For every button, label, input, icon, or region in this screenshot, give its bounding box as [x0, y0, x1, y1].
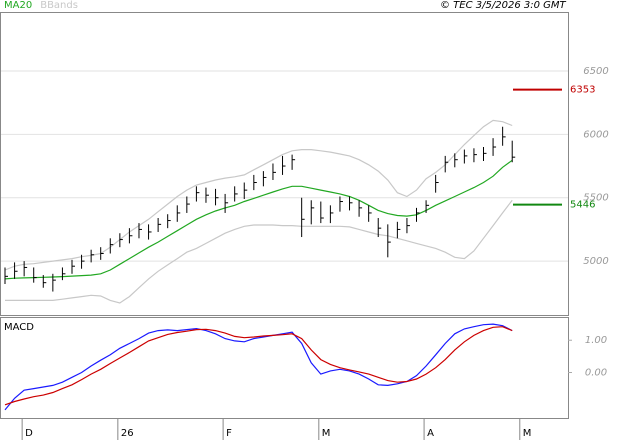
x-tick-label: 26	[121, 428, 134, 439]
x-tick-label: A	[427, 428, 434, 439]
source: © TEC 3/5/2026 3:0 GMT	[440, 0, 567, 11]
band-upper	[4, 119, 513, 271]
legend-entry: MA20	[4, 0, 32, 11]
y-tick-label: 6500	[583, 66, 608, 77]
x-tick-label: M	[322, 428, 331, 439]
macd-panel	[0, 317, 569, 419]
y-tick-label: 5500	[583, 193, 608, 204]
x-tick-label: M	[523, 428, 532, 439]
macd-line	[4, 323, 513, 411]
band-lower	[5, 199, 513, 304]
level-label: 6353	[570, 85, 595, 96]
macd-title: MACD	[4, 322, 34, 333]
ma-line	[4, 159, 513, 280]
x-tick-label: F	[226, 428, 232, 439]
x-tick-label: D	[25, 428, 33, 439]
legend-entry: BBands	[40, 0, 78, 11]
y-tick-label: 5000	[583, 256, 608, 267]
y-tick-label: 1.00	[585, 335, 607, 346]
macd-line	[4, 326, 513, 406]
price-panel	[0, 12, 569, 316]
level-label: 5446	[570, 200, 595, 211]
y-tick-label: 6000	[583, 129, 608, 140]
y-tick-label: 0.00	[585, 368, 607, 379]
